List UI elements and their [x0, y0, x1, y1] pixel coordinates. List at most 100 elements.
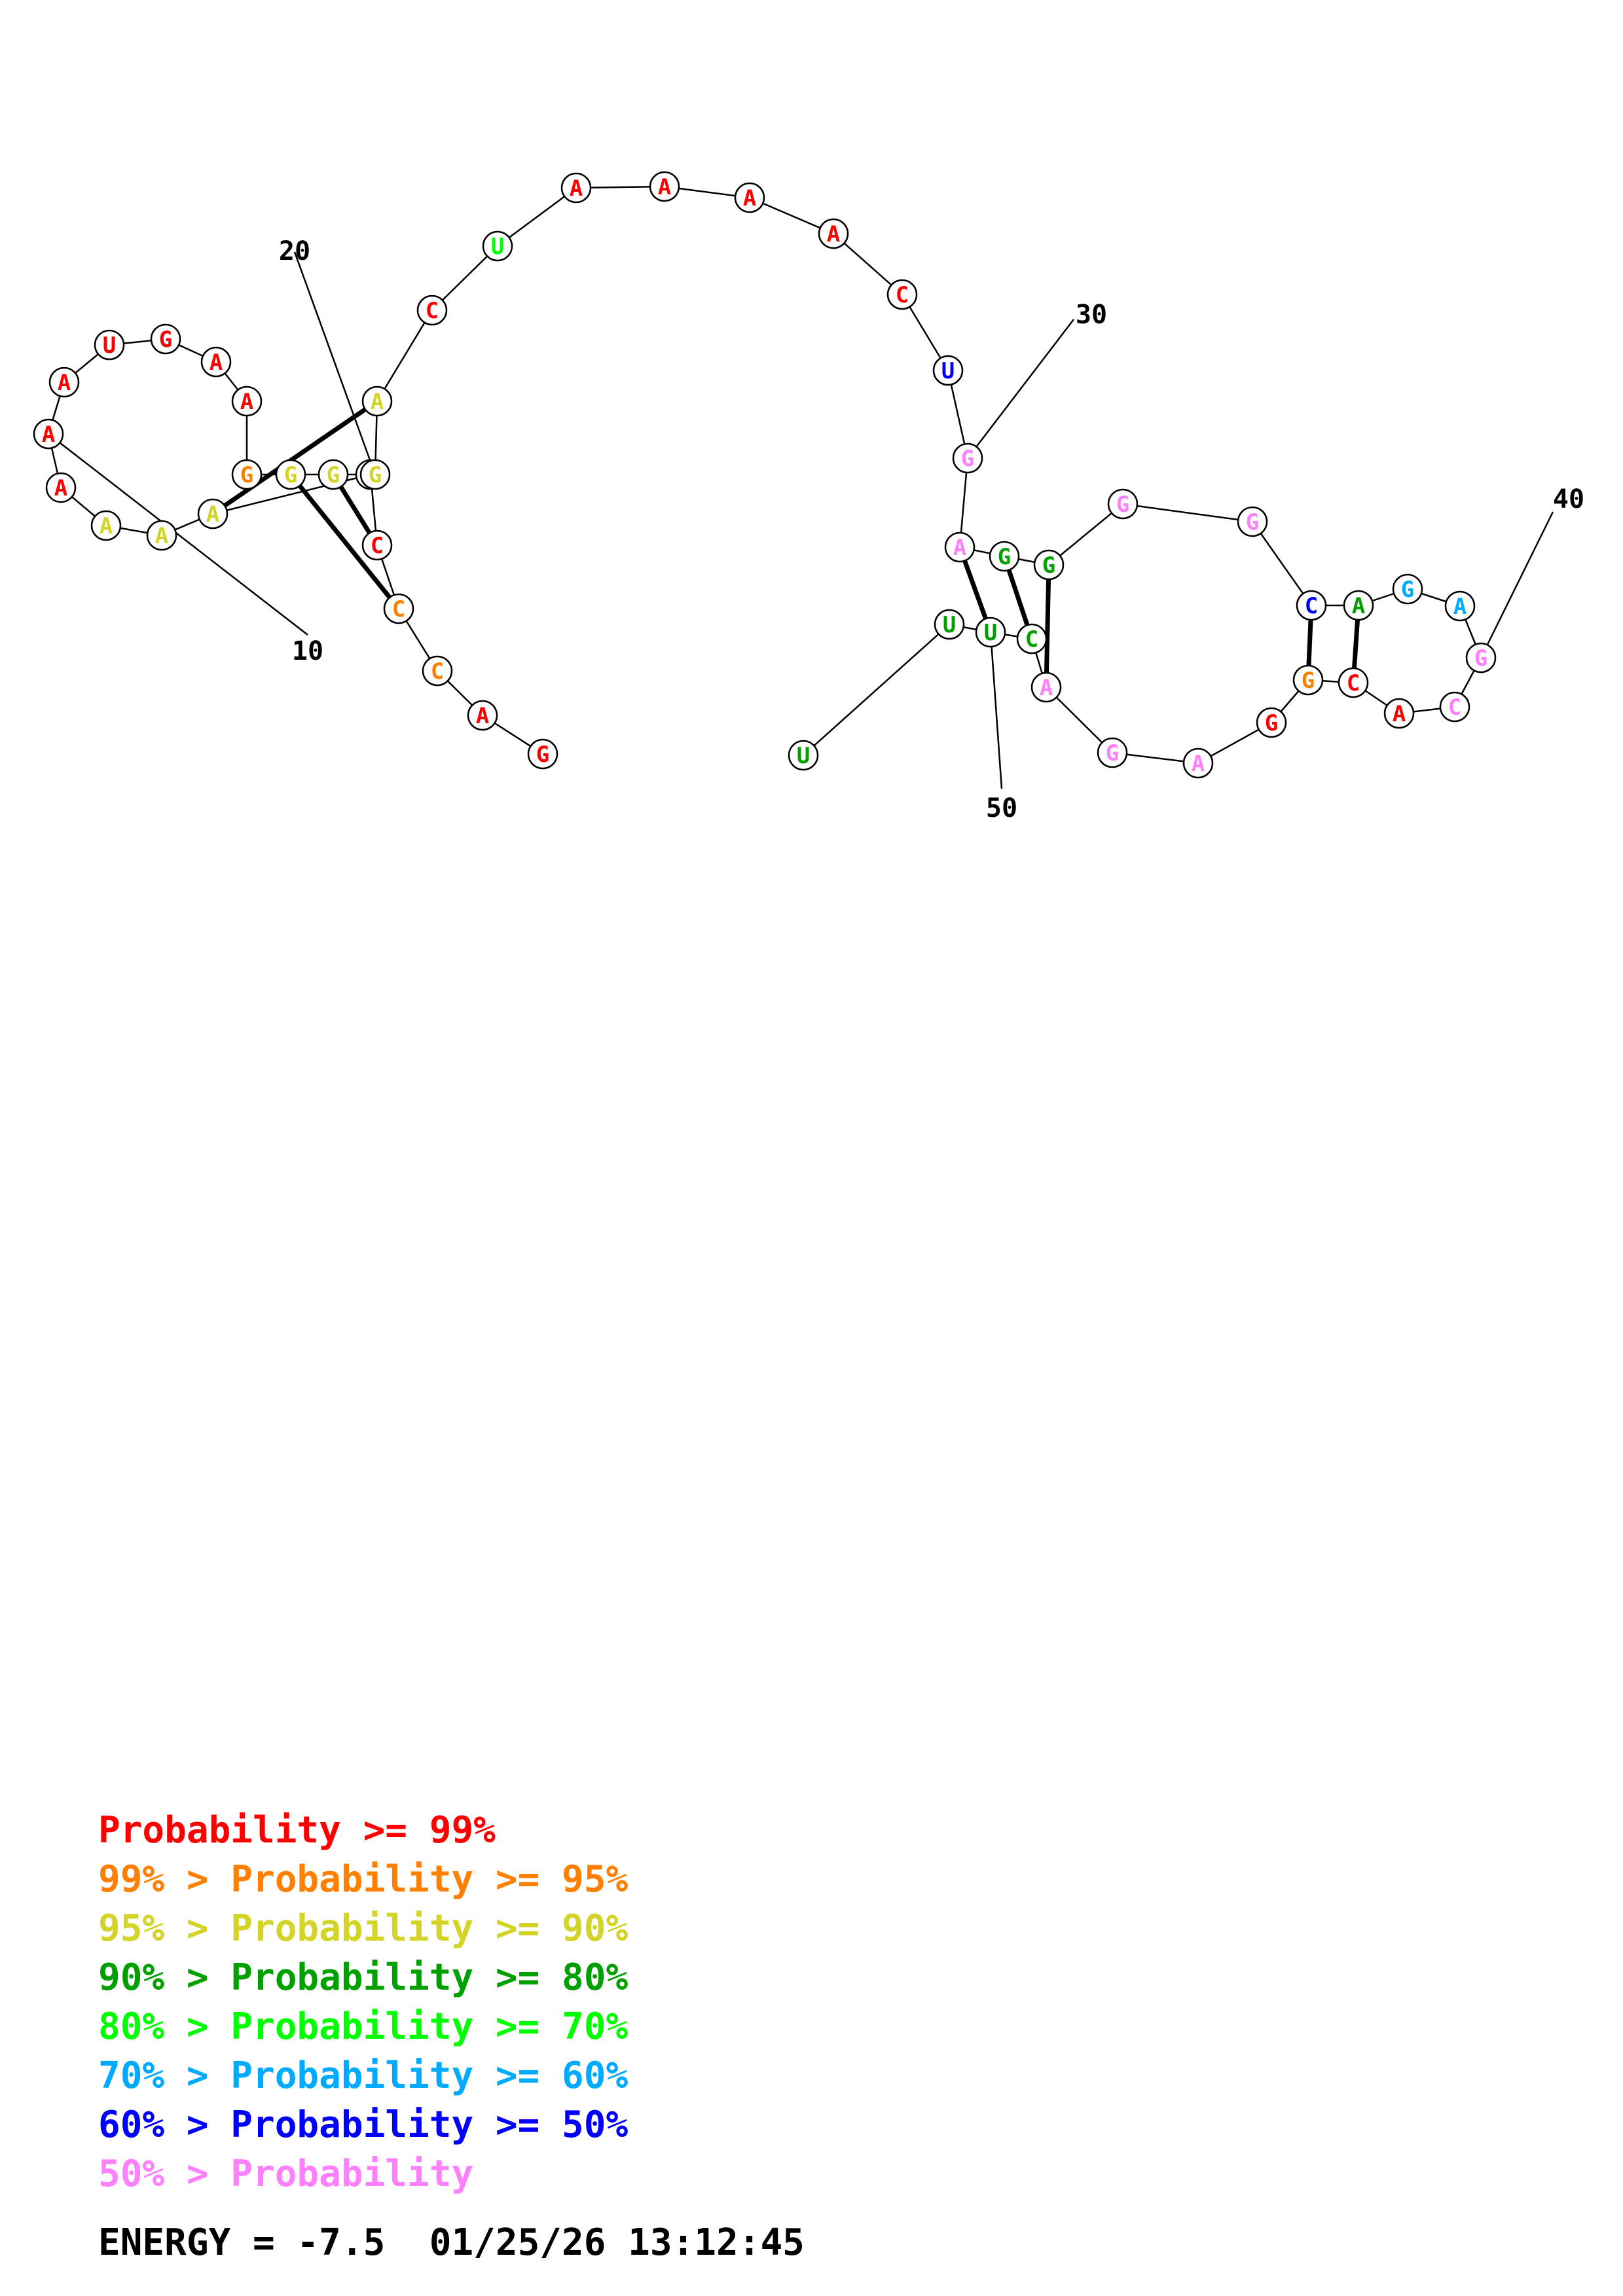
nucleotide-letter: G	[327, 462, 340, 488]
nucleotide: A	[1383, 698, 1415, 729]
nucleotide: G	[1465, 642, 1497, 673]
backbone-segment	[497, 187, 577, 247]
nucleotide-letter: A	[1040, 675, 1053, 701]
nucleotide: A	[146, 520, 177, 551]
nucleotide-circle	[989, 541, 1020, 572]
nucleotide-circle	[197, 498, 228, 529]
nucleotide-letter: A	[155, 523, 168, 549]
nucleotide-letter: U	[984, 620, 997, 646]
nucleotide-letter: A	[42, 422, 55, 448]
position-tick	[967, 319, 1074, 459]
backbone-segment	[1046, 687, 1113, 753]
legend-entry: 95% > Probability >= 90%	[98, 1907, 628, 1950]
nucleotide-circle	[45, 472, 77, 503]
nucleotide-letter: A	[476, 703, 489, 729]
nucleotide: G	[1392, 573, 1423, 605]
nucleotide-circle	[560, 172, 592, 204]
nucleotide: C	[1439, 691, 1470, 723]
nucleotide: C	[886, 279, 918, 310]
nucleotide: G	[527, 738, 558, 770]
nucleotide-letter: C	[1347, 670, 1360, 696]
nucleotide: A	[361, 386, 393, 417]
nucleotide-letter: G	[369, 462, 382, 488]
nucleotide-letter: U	[943, 612, 956, 638]
backbone-segment	[431, 245, 498, 311]
nucleotide-letter: G	[536, 742, 549, 768]
nucleotide-letter: C	[431, 658, 444, 685]
nucleotide-letter: G	[961, 446, 974, 472]
nucleotide-letter: A	[206, 501, 219, 528]
nucleotide: A	[1343, 590, 1374, 621]
base-pair-bond	[289, 473, 401, 611]
nucleotide-letter: U	[941, 358, 955, 384]
nucleotide-circle	[1343, 590, 1374, 621]
nucleotide-letter: U	[103, 332, 116, 359]
nucleotide-letter: G	[159, 327, 172, 353]
nucleotide: G	[231, 459, 263, 490]
nucleotide: A	[1030, 672, 1062, 703]
nucleotide-circle	[231, 386, 263, 417]
nucleotide: G	[1097, 737, 1128, 768]
nucleotide: A	[197, 498, 228, 529]
nucleotide-circle	[818, 218, 849, 249]
nucleotide: A	[649, 171, 680, 202]
nucleotide-letter: G	[1401, 577, 1414, 603]
position-tick	[989, 632, 1003, 789]
nucleotide-letter: G	[1116, 492, 1129, 518]
nucleotide: G	[952, 442, 983, 474]
nucleotide: A	[33, 418, 64, 450]
nucleotide-letter: G	[1302, 668, 1315, 694]
nucleotide: A	[90, 510, 122, 541]
nucleotide-letter: G	[1246, 509, 1259, 535]
nucleotide-circle	[1338, 667, 1369, 698]
nucleotide-circle	[1292, 664, 1324, 696]
nucleotide-circle	[416, 295, 448, 326]
nucleotide-circle	[1256, 707, 1287, 738]
position-tick	[293, 251, 376, 475]
nucleotide-letter: A	[953, 535, 966, 561]
nucleotide: C	[1016, 623, 1048, 655]
nucleotide-circle	[1182, 747, 1214, 779]
nucleotide-circle	[33, 418, 64, 450]
legend-entry: 80% > Probability >= 70%	[98, 2005, 628, 2048]
nucleotide: A	[45, 472, 77, 503]
nucleotide-circle	[1097, 737, 1128, 768]
legend-entry: 99% > Probability >= 95%	[98, 1858, 628, 1901]
nucleotide-letter: A	[827, 221, 840, 247]
nucleotide-circle	[975, 617, 1006, 648]
position-number: 40	[1553, 484, 1584, 514]
nucleotide: G	[1033, 549, 1065, 581]
legend-entry: Probability >= 99%	[98, 1809, 496, 1852]
nucleotide-letter: U	[491, 234, 504, 260]
nucleotide-circle	[359, 459, 391, 490]
nucleotide-circle	[886, 279, 918, 310]
nucleotide-circle	[467, 700, 498, 731]
backbone-lines	[47, 185, 1482, 764]
base-pair-bond	[1044, 564, 1051, 688]
nucleotide: G	[275, 459, 306, 490]
nucleotide-circle	[649, 171, 680, 202]
nucleotide-circle	[1383, 698, 1415, 729]
backbone-segment	[376, 310, 433, 402]
nucleotide-letter: C	[371, 533, 384, 559]
nucleotide: U	[934, 609, 965, 640]
nucleotide-circle	[1439, 691, 1470, 723]
nucleotide: C	[422, 655, 453, 687]
nucleotide: G	[1292, 664, 1324, 696]
nucleotide-circle	[1107, 488, 1139, 520]
nucleotide: A	[560, 172, 592, 204]
nucleotide-letter: A	[1352, 593, 1365, 619]
nucleotide-circle	[932, 355, 964, 386]
nucleotide-circle	[383, 593, 414, 624]
nucleotide-circle	[318, 459, 349, 490]
nucleotide-letter: A	[371, 389, 384, 415]
position-number: 10	[292, 636, 323, 666]
backbone-segment	[833, 233, 903, 295]
nucleotide: A	[231, 386, 263, 417]
nucleotide-circle	[1296, 590, 1327, 621]
nucleotide-letter: A	[210, 350, 223, 376]
nucleotide-circle	[422, 655, 453, 687]
nucleotide-letter: G	[998, 544, 1011, 570]
nucleotide-letter: A	[54, 475, 67, 501]
nucleotide: C	[416, 295, 448, 326]
